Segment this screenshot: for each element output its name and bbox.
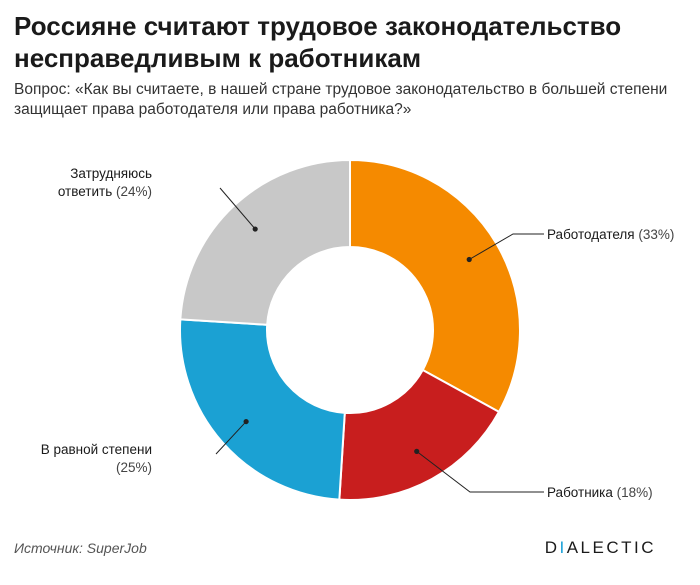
slice-label-text-2: В равной степени (25%): [41, 442, 152, 475]
slice-label-text-3: Затрудняюсь ответить (24%): [58, 166, 152, 199]
slice-2: [179, 318, 346, 501]
chart-title: Россияне считают трудовое законодательст…: [14, 11, 622, 73]
slice-label-3: Затрудняюсь ответить (24%): [58, 166, 258, 232]
slice-label-text-0: Работодателя (33%): [547, 227, 674, 242]
slice-3: [179, 158, 351, 326]
leader-line-2: [215, 421, 247, 455]
slice-1: [338, 368, 501, 501]
leader-line-3: [219, 187, 256, 230]
dialectic-logo: DIALECTIC: [544, 538, 656, 557]
slice-label-text-1: Работника (18%): [547, 485, 653, 500]
leader-line-1: [416, 450, 544, 493]
slice-label-1: Работника (18%): [414, 448, 653, 500]
slice-label-0: Работодателя (33%): [466, 227, 674, 263]
survey-question: Вопрос: «Как вы считаете, в нашей стране…: [14, 81, 668, 118]
slice-label-2: В равной степени (25%): [41, 418, 249, 475]
slice-0: [349, 158, 521, 414]
leader-line-0: [468, 233, 544, 260]
source-note: Источник: SuperJob: [14, 540, 147, 556]
